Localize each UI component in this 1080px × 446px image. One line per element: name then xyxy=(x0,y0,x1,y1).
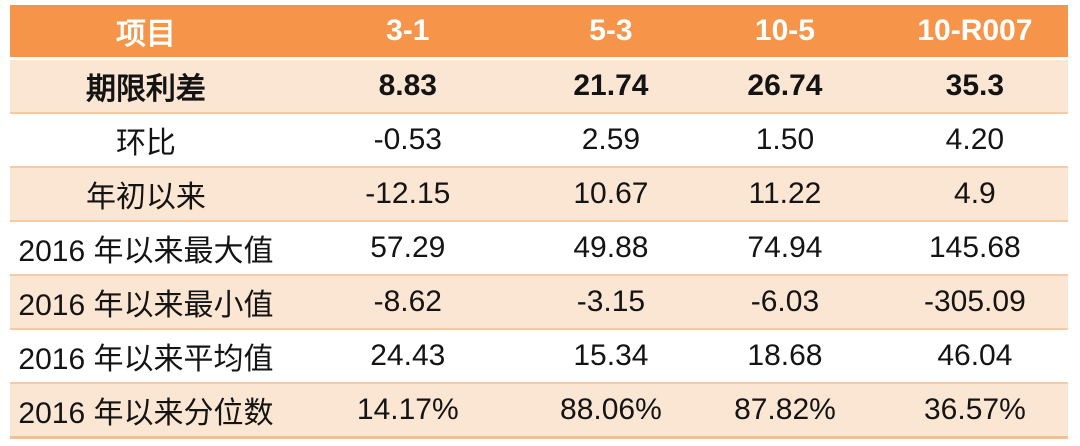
column-header-2: 5-3 xyxy=(533,5,689,60)
column-header-0: 项目 xyxy=(10,5,282,60)
cell-value: 11.22 xyxy=(688,168,882,222)
header-row: 项目 3-1 5-3 10-5 10-R007 xyxy=(10,5,1068,60)
cell-value: 18.68 xyxy=(688,330,882,384)
cell-value: 26.74 xyxy=(688,60,882,114)
table-header: 项目 3-1 5-3 10-5 10-R007 xyxy=(10,5,1068,60)
table-row: 期限利差 8.83 21.74 26.74 35.3 xyxy=(10,60,1068,114)
term-spread-table-container: 项目 3-1 5-3 10-5 10-R007 期限利差 8.83 21.74 26.74 35… xyxy=(10,5,1068,439)
row-label: 2016 年以来平均值 xyxy=(10,330,282,384)
table-row: 环比 -0.53 2.59 1.50 4.20 xyxy=(10,114,1068,168)
cell-value: 35.3 xyxy=(881,60,1068,114)
cell-value: -12.15 xyxy=(281,168,534,222)
column-header-1: 3-1 xyxy=(281,5,534,60)
cell-value: 145.68 xyxy=(881,222,1068,276)
cell-value: -0.53 xyxy=(281,114,534,168)
cell-value: 8.83 xyxy=(281,60,534,114)
cell-value: 2.59 xyxy=(533,114,689,168)
cell-value: 74.94 xyxy=(688,222,882,276)
cell-value: 87.82% xyxy=(688,384,882,439)
cell-value: 4.20 xyxy=(881,114,1068,168)
row-label: 2016 年以来最小值 xyxy=(10,276,282,330)
cell-value: 88.06% xyxy=(533,384,689,439)
row-label: 年初以来 xyxy=(10,168,282,222)
row-label: 2016 年以来分位数 xyxy=(10,384,282,439)
cell-value: 24.43 xyxy=(281,330,534,384)
cell-value: 14.17% xyxy=(281,384,534,439)
table-row: 年初以来 -12.15 10.67 11.22 4.9 xyxy=(10,168,1068,222)
cell-value: 10.67 xyxy=(533,168,689,222)
row-label: 期限利差 xyxy=(10,60,282,114)
table-row: 2016 年以来最大值 57.29 49.88 74.94 145.68 xyxy=(10,222,1068,276)
cell-value: 4.9 xyxy=(881,168,1068,222)
table-row: 2016 年以来分位数 14.17% 88.06% 87.82% 36.57% xyxy=(10,384,1068,439)
term-spread-table: 项目 3-1 5-3 10-5 10-R007 期限利差 8.83 21.74 26.74 35… xyxy=(10,5,1068,439)
cell-value: 1.50 xyxy=(688,114,882,168)
cell-value: -305.09 xyxy=(881,276,1068,330)
row-label: 2016 年以来最大值 xyxy=(10,222,282,276)
cell-value: 57.29 xyxy=(281,222,534,276)
table-row: 2016 年以来最小值 -8.62 -3.15 -6.03 -305.09 xyxy=(10,276,1068,330)
column-header-3: 10-5 xyxy=(688,5,882,60)
row-label: 环比 xyxy=(10,114,282,168)
cell-value: 49.88 xyxy=(533,222,689,276)
table-body: 期限利差 8.83 21.74 26.74 35.3 环比 -0.53 2.59 1.50 4.2… xyxy=(10,60,1068,439)
cell-value: 21.74 xyxy=(533,60,689,114)
cell-value: -3.15 xyxy=(533,276,689,330)
column-header-4: 10-R007 xyxy=(881,5,1068,60)
cell-value: 46.04 xyxy=(881,330,1068,384)
cell-value: 36.57% xyxy=(881,384,1068,439)
table-row: 2016 年以来平均值 24.43 15.34 18.68 46.04 xyxy=(10,330,1068,384)
cell-value: 15.34 xyxy=(533,330,689,384)
cell-value: -8.62 xyxy=(281,276,534,330)
cell-value: -6.03 xyxy=(688,276,882,330)
